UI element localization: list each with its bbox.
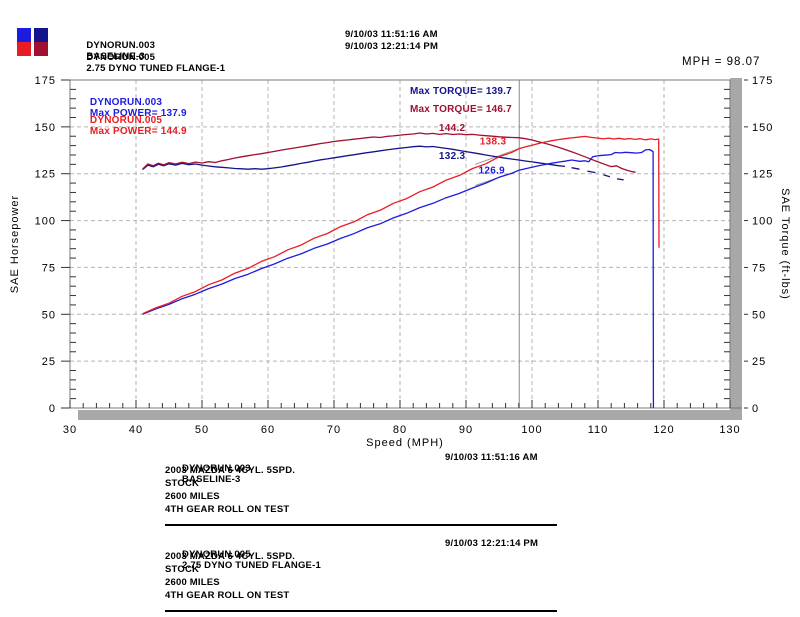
header-run2-file: DYNORUN.005 [86, 52, 156, 63]
footer-run2-title-line: DYNORUN.005 2.75 DYNO TUNED FLANGE-1 9/1… [165, 538, 557, 571]
series-dynorun-003-power [142, 148, 655, 409]
header-run1-line: DYNORUN.003 BASELINE-3 9/10/03 11:51:16 … [75, 29, 635, 84]
x-tick-label: 120 [653, 424, 674, 436]
footer-separator-1 [165, 524, 557, 526]
bottom-wall [78, 410, 742, 420]
y-right-tick-label: 0 [752, 403, 759, 415]
y-left-tick-label: 100 [35, 216, 56, 228]
y-right-tick-label: 75 [752, 262, 766, 274]
dyno-chart: 144.2 138.3 132.3 126.9 30 40 50 60 70 80 90 100 110… [9, 75, 791, 449]
footer-run2-file: DYNORUN.005 [182, 549, 251, 560]
plot-border [69, 79, 742, 409]
legend-run2-max-torque: Max TORQUE= 146.7 [410, 104, 512, 115]
footer-separator-2 [165, 610, 557, 612]
footer-run2-description: 2.75 DYNO TUNED FLANGE-1 [182, 560, 321, 571]
y-left-tick-label: 25 [42, 356, 56, 368]
grid-lines [70, 80, 730, 408]
x-tick-label: 100 [521, 424, 542, 436]
legend-run1-max-torque: Max TORQUE= 139.7 [410, 86, 512, 97]
cursor-mph-readout: MPH = 98.07 [682, 56, 761, 68]
legend-run2-max-power: Max POWER= 144.9 [89, 126, 187, 137]
y-left-tick-label: 75 [42, 262, 56, 274]
footer-run2-test-type: 4TH GEAR ROLL ON TEST [165, 590, 290, 601]
x-tick-label: 50 [195, 424, 209, 436]
footer-run1-description: BASELINE-3 [182, 474, 241, 485]
cursor-annotation: 138.3 [480, 136, 507, 147]
footer-run1-config: STOCK [165, 478, 200, 489]
footer-run1-file: DYNORUN.003 [182, 463, 251, 474]
header-run1-file: DYNORUN.003 [86, 40, 156, 51]
y-right-axis-title: SAE Torque (ft-lbs) [779, 188, 791, 300]
cursor-annotation: 144.2 [439, 123, 466, 134]
x-tick-label: 130 [719, 424, 740, 436]
series-dynorun-005-torque [142, 132, 636, 173]
footer-run1-timestamp: 9/10/03 11:51:16 AM [445, 452, 538, 463]
run1-power-swatch [17, 28, 31, 42]
footer-run2-info: DYNORUN.005 2.75 DYNO TUNED FLANGE-1 9/1… [165, 538, 557, 612]
run-color-swatches [17, 28, 48, 56]
axis-ticks [61, 79, 748, 409]
y-right-tick-label: 150 [752, 122, 773, 134]
series-dynorun-003-torque [142, 145, 624, 181]
series-dynorun-005-power [142, 135, 660, 315]
footer-run1-title-line: DYNORUN.003 BASELINE-3 9/10/03 11:51:16 … [165, 452, 557, 485]
y-left-tick-label: 150 [35, 122, 56, 134]
header-run1-timestamp: 9/10/03 11:51:16 AM [345, 29, 438, 40]
run1-torque-swatch [34, 28, 48, 42]
footer-run1-info: DYNORUN.003 BASELINE-3 9/10/03 11:51:16 … [165, 452, 557, 526]
y-left-tick-label: 125 [35, 169, 56, 181]
header-run1-description: BASELINE-3 [86, 51, 145, 62]
y-right-tick-label: 50 [752, 309, 766, 321]
footer-run1-test-type: 4TH GEAR ROLL ON TEST [165, 504, 290, 515]
legend-run2-name: DYNORUN.005 [89, 115, 163, 126]
header-run2-timestamp: 9/10/03 12:21:14 PM [345, 41, 439, 52]
x-tick-label: 110 [588, 424, 609, 436]
right-wall [730, 78, 742, 420]
cursor-annotation: 126.9 [478, 166, 505, 177]
legend-run1-name: DYNORUN.003 [89, 97, 163, 108]
y-left-tick-label: 175 [35, 75, 56, 87]
x-tick-label: 70 [327, 424, 341, 436]
x-tick-label: 60 [261, 424, 275, 436]
cursor-annotation: 132.3 [439, 151, 466, 162]
header-run2-description: 2.75 DYNO TUNED FLANGE-1 [86, 63, 226, 74]
x-tick-label: 30 [63, 424, 77, 436]
y-left-axis-title: SAE Horsepower [9, 195, 21, 293]
legend-row-run2: DYNORUN.005 Max POWER= 144.9 Max TORQUE=… [78, 104, 738, 159]
y-right-tick-label: 125 [752, 169, 773, 181]
x-tick-label: 80 [393, 424, 407, 436]
run2-torque-swatch [34, 42, 48, 56]
footer-run2-vehicle: 2003 MAZDA 6 4CYL. 5SPD. [165, 551, 296, 562]
footer-run2-config: STOCK [165, 564, 200, 575]
header-run2-line: DYNORUN.005 2.75 DYNO TUNED FLANGE-1 9/1… [75, 41, 635, 96]
plot-3d-walls [78, 78, 742, 420]
x-tick-label: 40 [129, 424, 143, 436]
y-right-tick-label: 100 [752, 216, 773, 228]
run2-power-swatch [17, 42, 31, 56]
y-left-tick-label: 50 [42, 309, 56, 321]
x-tick-label: 90 [459, 424, 473, 436]
footer-run2-mileage: 2600 MILES [165, 577, 220, 588]
y-right-tick-label: 25 [752, 356, 766, 368]
footer-run2-timestamp: 9/10/03 12:21:14 PM [445, 538, 539, 549]
footer-run1-vehicle: 2003 MAZDA 6 4CYL. 5SPD. [165, 465, 296, 476]
footer-run1-mileage: 2600 MILES [165, 491, 220, 502]
legend-row-run1: DYNORUN.003 Max POWER= 137.9 Max TORQUE=… [78, 86, 738, 141]
legend-run1-max-power: Max POWER= 137.9 [89, 108, 187, 119]
y-right-tick-label: 175 [752, 75, 773, 87]
y-left-tick-label: 0 [49, 403, 56, 415]
x-axis-title: Speed (MPH) [366, 437, 444, 449]
